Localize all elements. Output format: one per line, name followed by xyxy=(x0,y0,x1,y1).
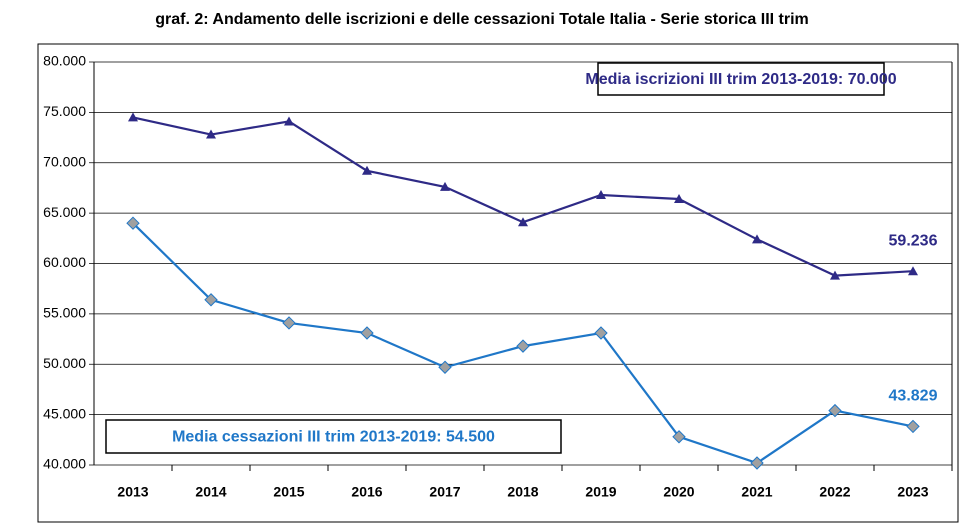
x-tick-label: 2017 xyxy=(429,484,460,500)
x-tick-label: 2015 xyxy=(273,484,304,500)
y-tick-label: 75.000 xyxy=(43,103,86,119)
marker xyxy=(674,194,684,204)
marker xyxy=(752,234,762,244)
marker xyxy=(128,112,138,122)
value-label: 59.236 xyxy=(889,232,938,249)
x-tick-label: 2019 xyxy=(585,484,616,500)
marker xyxy=(362,165,372,175)
marker xyxy=(908,266,918,276)
marker xyxy=(830,270,840,280)
y-tick-label: 80.000 xyxy=(43,53,86,69)
marker xyxy=(672,430,686,444)
marker xyxy=(596,189,606,199)
y-tick-label: 50.000 xyxy=(43,355,86,371)
y-tick-label: 70.000 xyxy=(43,153,86,169)
annotation: Media cessazioni III trim 2013-2019: 54.… xyxy=(172,429,495,446)
annotation-box xyxy=(597,62,885,96)
x-tick-label: 2013 xyxy=(117,484,148,500)
x-tick-label: 2014 xyxy=(195,484,226,500)
y-tick-label: 65.000 xyxy=(43,204,86,220)
marker xyxy=(750,456,764,470)
chart-title: graf. 2: Andamento delle iscrizioni e de… xyxy=(155,11,809,28)
marker xyxy=(828,403,842,418)
x-tick-label: 2020 xyxy=(663,484,694,500)
marker xyxy=(518,217,528,227)
marker xyxy=(282,316,296,330)
marker xyxy=(204,293,218,307)
y-tick-label: 40.000 xyxy=(43,456,86,472)
marker xyxy=(284,116,294,126)
annotation: Media iscrizioni III trim 2013-2019: 70.… xyxy=(585,71,896,88)
y-tick-label: 45.000 xyxy=(43,405,86,421)
x-tick-label: 2021 xyxy=(741,484,772,500)
marker xyxy=(360,326,374,340)
annotation-box xyxy=(105,419,562,454)
marker xyxy=(906,419,920,434)
series-line xyxy=(132,116,914,277)
x-tick-label: 2016 xyxy=(351,484,382,500)
x-tick-label: 2022 xyxy=(819,484,850,500)
y-tick-label: 55.000 xyxy=(43,305,86,321)
value-label: 43.829 xyxy=(889,388,938,405)
marker xyxy=(594,326,608,340)
x-tick-label: 2018 xyxy=(507,484,538,500)
y-tick-label: 60.000 xyxy=(43,254,86,270)
marker xyxy=(440,181,450,191)
marker xyxy=(438,360,452,374)
marker xyxy=(126,216,140,230)
marker xyxy=(206,129,216,139)
chart-frame xyxy=(37,43,959,523)
x-tick-label: 2023 xyxy=(897,484,928,500)
marker xyxy=(516,339,530,353)
